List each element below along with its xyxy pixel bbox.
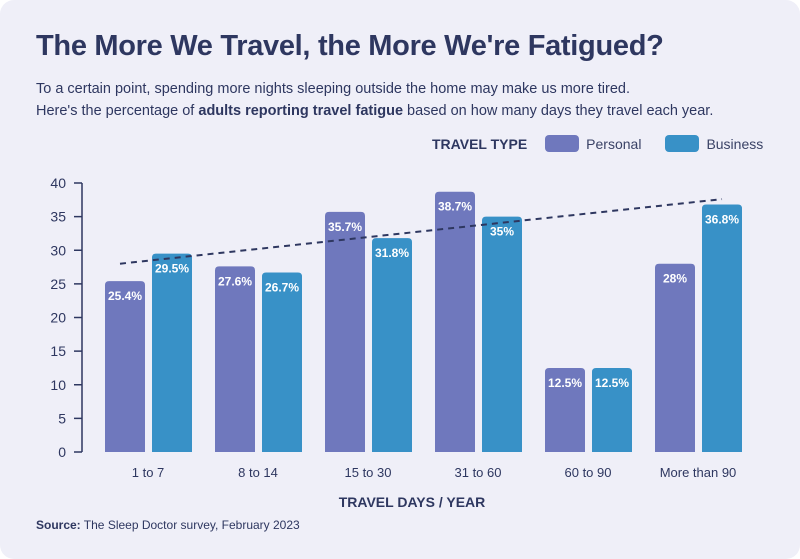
data-label: 28%: [663, 272, 687, 286]
x-tick-label: 1 to 7: [132, 465, 165, 480]
x-tick-label: 15 to 30: [345, 465, 392, 480]
bar-personal: [655, 263, 695, 452]
legend-swatch-personal: [545, 135, 580, 152]
legend-label: Business: [706, 135, 764, 152]
legend-item-personal: Personal: [545, 135, 641, 152]
bar-business: [482, 216, 522, 452]
y-tick-label: 0: [58, 444, 66, 460]
bar-personal: [105, 281, 145, 452]
subtitle-text: Here's the percentage of: [36, 103, 199, 119]
chart-subtitle: To a certain point, spending more nights…: [36, 78, 713, 122]
y-tick-label: 5: [58, 410, 66, 426]
subtitle-line-2: Here's the percentage of adults reportin…: [36, 100, 713, 122]
bar-personal: [215, 266, 255, 452]
subtitle-text: based on how many days they travel each …: [403, 103, 714, 119]
source-label: Source:: [36, 518, 81, 532]
y-tick-label: 30: [50, 242, 66, 258]
data-label: 36.8%: [705, 213, 739, 227]
y-tick-label: 25: [50, 276, 66, 292]
bar-business: [702, 204, 742, 452]
x-tick-label: More than 90: [660, 465, 737, 480]
y-tick-label: 10: [50, 377, 66, 393]
data-label: 35%: [490, 225, 514, 239]
x-axis-title: TRAVEL DAYS / YEAR: [339, 494, 486, 510]
data-label: 26.7%: [265, 280, 299, 294]
x-tick-label: 31 to 60: [455, 465, 502, 480]
bar-business: [372, 238, 412, 452]
trendline: [119, 198, 723, 265]
y-tick-label: 15: [50, 343, 66, 359]
source-note: Source: The Sleep Doctor survey, Februar…: [36, 518, 300, 532]
legend-label: Personal: [586, 135, 642, 152]
source-text: The Sleep Doctor survey, February 2023: [80, 518, 300, 532]
data-label: 12.5%: [595, 376, 629, 390]
legend-swatch-business: [665, 135, 700, 152]
y-tick-label: 20: [50, 310, 66, 326]
legend-title: TRAVEL TYPE: [432, 135, 528, 152]
bar-business: [152, 253, 192, 452]
legend: TRAVEL TYPE Personal Business: [432, 135, 787, 152]
data-label: 31.8%: [375, 246, 409, 260]
bar-personal: [545, 367, 585, 452]
subtitle-emphasis: adults reporting travel fatigue: [198, 103, 404, 119]
data-label: 12.5%: [548, 376, 582, 390]
data-label: 25.4%: [108, 289, 142, 303]
data-label: 38.7%: [438, 200, 472, 214]
bar-business: [262, 272, 302, 452]
bar-business: [592, 367, 632, 452]
subtitle-line-1: To a certain point, spending more nights…: [36, 81, 631, 97]
x-tick-label: 60 to 90: [565, 465, 612, 480]
bar-personal: [325, 211, 365, 452]
y-tick-label: 35: [50, 209, 66, 225]
data-label: 29.5%: [155, 262, 189, 276]
y-tick-label: 40: [50, 175, 66, 191]
bar-personal: [435, 191, 475, 452]
data-label: 35.7%: [328, 220, 362, 234]
legend-item-business: Business: [665, 135, 763, 152]
data-label: 27.6%: [218, 274, 252, 288]
x-tick-label: 8 to 14: [238, 465, 278, 480]
chart-title: The More We Travel, the More We're Fatig…: [36, 30, 664, 62]
